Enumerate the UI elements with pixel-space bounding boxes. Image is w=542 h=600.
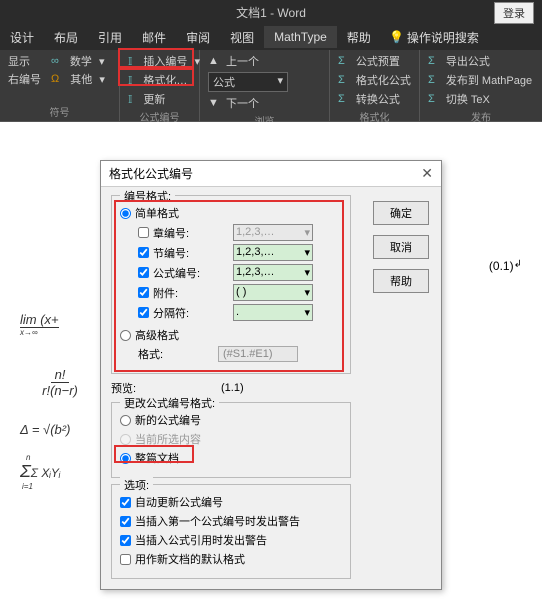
other-item[interactable]: Ω 其他 ▾ xyxy=(49,70,107,88)
change-format-fieldset: 更改公式编号格式: 新的公式编号 当前所选内容 整篇文档 xyxy=(111,402,351,478)
group-symbols: 符号 xyxy=(6,103,113,119)
math-item[interactable]: ∞ 数学 ▾ xyxy=(49,52,107,70)
check-eqnum[interactable] xyxy=(138,267,149,278)
show-item[interactable]: 显示 xyxy=(6,52,43,70)
check-separator[interactable] xyxy=(138,307,149,318)
combo-separator[interactable]: .▾ xyxy=(233,304,313,321)
mathpage-icon: Σ xyxy=(428,74,435,86)
ribbon: 显示 右编号 ∞ 数学 ▾ Ω 其他 ▾ 符号 𝕀 插入编号 ▾ 𝕀 格式化… … xyxy=(0,50,542,122)
dialog-title: 格式化公式编号 xyxy=(109,165,193,182)
login-button[interactable]: 登录 xyxy=(494,2,534,24)
format-dialog: 格式化公式编号 ✕ 确定 取消 帮助 编号格式: 简单格式 章编号:1,2,3,… xyxy=(100,160,442,590)
prev-eq[interactable]: ▲ 上一个 xyxy=(206,52,323,70)
title-bar: 文档1 - Word 登录 xyxy=(0,0,542,24)
chevron-down-icon: ▾ xyxy=(304,246,310,259)
close-icon[interactable]: ✕ xyxy=(421,165,433,182)
tab-review[interactable]: 审阅 xyxy=(176,25,220,50)
convert-icon: Σ xyxy=(338,93,345,105)
check-default[interactable] xyxy=(120,554,131,565)
mathpage[interactable]: Σ 发布到 MathPage xyxy=(426,71,536,89)
equation-number: (0.1)↲ xyxy=(489,257,522,274)
chevron-down-icon: ▾ xyxy=(304,266,310,279)
bulb-icon: 💡 xyxy=(391,31,403,43)
doc-equations: lim (x+ x→∞ n! r!(n−r) Δ = √(b²) n ΣΣ Xᵢ… xyxy=(20,182,100,491)
help-button[interactable]: 帮助 xyxy=(373,269,429,293)
chevron-down-icon: ▾ xyxy=(304,286,310,299)
preset-icon: Σ xyxy=(338,55,345,67)
chevron-down-icon: ▾ xyxy=(304,226,310,239)
ribbon-tabs: 设计 布局 引用 邮件 审阅 视图 MathType 帮助 💡 操作说明搜索 xyxy=(0,24,542,50)
tab-layout[interactable]: 布局 xyxy=(44,25,88,50)
radio-advanced[interactable] xyxy=(120,330,131,341)
number-format-fieldset: 编号格式: 简单格式 章编号:1,2,3,…▾ 节编号:1,2,3,…▾ 公式编… xyxy=(111,195,351,374)
tab-mathtype[interactable]: MathType xyxy=(264,26,337,48)
convert-eq[interactable]: Σ 转换公式 xyxy=(336,90,413,108)
combo-eqnum[interactable]: 1,2,3,…▾ xyxy=(233,264,313,281)
format-number[interactable]: 𝕀 格式化… xyxy=(126,71,193,89)
legend-options: 选项: xyxy=(120,477,153,493)
doc-title: 文档1 - Word xyxy=(236,4,306,21)
format-field[interactable]: (#S1.#E1) xyxy=(218,346,298,362)
eq-dropdown[interactable]: 公式▾ xyxy=(206,71,323,93)
check-warn-insert[interactable] xyxy=(120,516,131,527)
tell-me-search[interactable]: 💡 操作说明搜索 xyxy=(381,25,489,50)
update-icon: 𝕀 xyxy=(128,93,132,106)
tab-mail[interactable]: 邮件 xyxy=(132,25,176,50)
legend-format: 编号格式: xyxy=(120,188,175,204)
export-icon: Σ xyxy=(428,55,435,67)
radio-simple[interactable] xyxy=(120,208,131,219)
combo-chapter[interactable]: 1,2,3,…▾ xyxy=(233,224,313,241)
radio-new[interactable] xyxy=(120,415,131,426)
radio-after xyxy=(120,434,131,445)
check-enclosure[interactable] xyxy=(138,287,149,298)
preview-row: 预览: (1.1) xyxy=(111,380,431,396)
tab-design[interactable]: 设计 xyxy=(0,25,44,50)
tex-icon: Σ xyxy=(428,93,435,105)
hash-icon: 𝕀 xyxy=(128,55,132,68)
update-number[interactable]: 𝕀 更新 xyxy=(126,90,193,108)
tab-view[interactable]: 视图 xyxy=(220,25,264,50)
ok-button[interactable]: 确定 xyxy=(373,201,429,225)
insert-number[interactable]: 𝕀 插入编号 ▾ xyxy=(126,52,193,70)
export-eq[interactable]: Σ 导出公式 xyxy=(426,52,536,70)
check-chapter[interactable] xyxy=(138,227,149,238)
cursor-icon: ↲ xyxy=(514,259,522,270)
toggle-tex[interactable]: Σ 切换 TeX xyxy=(426,90,536,108)
next-eq[interactable]: ▼ 下一个 xyxy=(206,94,323,112)
tab-reference[interactable]: 引用 xyxy=(88,25,132,50)
radio-whole[interactable] xyxy=(120,453,131,464)
combo-enclosure[interactable]: ( )▾ xyxy=(233,284,313,301)
check-section[interactable] xyxy=(138,247,149,258)
cancel-button[interactable]: 取消 xyxy=(373,235,429,259)
legend-change: 更改公式编号格式: xyxy=(120,395,219,411)
eq-preset[interactable]: Σ 公式预置 xyxy=(336,52,413,70)
formateq-icon: Σ xyxy=(338,74,345,86)
combo-section[interactable]: 1,2,3,…▾ xyxy=(233,244,313,261)
format-icon: 𝕀 xyxy=(128,74,132,87)
dialog-titlebar: 格式化公式编号 ✕ xyxy=(101,161,441,187)
options-fieldset: 选项: 自动更新公式编号 当插入第一个公式编号时发出警告 当插入公式引用时发出警… xyxy=(111,484,351,579)
check-warn-ref[interactable] xyxy=(120,535,131,546)
chevron-down-icon: ▾ xyxy=(304,306,310,319)
format-eq[interactable]: Σ 格式化公式 xyxy=(336,71,413,89)
tab-help[interactable]: 帮助 xyxy=(337,25,381,50)
check-autoupdate[interactable] xyxy=(120,497,131,508)
dialog-buttons: 确定 取消 帮助 xyxy=(373,201,429,293)
right-num-item[interactable]: 右编号 xyxy=(6,70,43,88)
